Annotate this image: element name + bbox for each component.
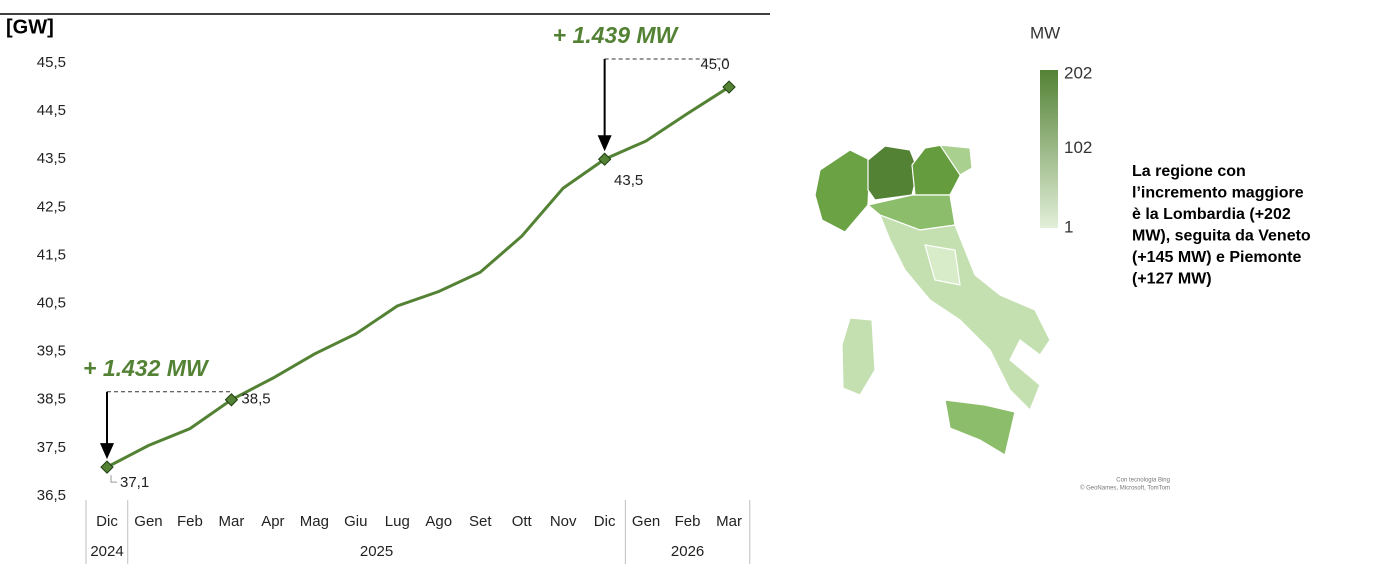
data-label: 45,0 — [700, 56, 729, 73]
y-tick-label: 39,5 — [37, 343, 66, 360]
region — [878, 213, 1051, 412]
y-tick-label: 36,5 — [37, 487, 66, 504]
marker — [100, 460, 114, 474]
data-label: 38,5 — [241, 391, 270, 408]
x-tick-label: Mar — [218, 513, 244, 530]
map-credit: Con tecnologia Bing — [1116, 478, 1170, 484]
x-tick-label: Ott — [512, 513, 533, 530]
unit-label: [GW] — [6, 16, 54, 38]
y-tick-label: 44,5 — [37, 102, 66, 119]
x-tick-label: Apr — [261, 513, 284, 530]
y-tick-label: 37,5 — [37, 439, 66, 456]
x-tick-label: Set — [469, 513, 492, 530]
legend-title: MW — [1030, 23, 1060, 42]
region — [944, 399, 1016, 456]
x-tick-label: Dic — [594, 513, 616, 530]
map-note: MW), seguita da Veneto — [1132, 228, 1311, 245]
region — [924, 244, 961, 286]
y-tick-label: 41,5 — [37, 246, 66, 263]
data-label: 43,5 — [614, 172, 643, 189]
region — [867, 145, 919, 201]
map-note: (+145 MW) e Piemonte — [1132, 249, 1301, 266]
annotation: + 1.439 MW — [553, 22, 680, 48]
y-tick-label: 43,5 — [37, 150, 66, 167]
x-tick-label: Gen — [134, 513, 162, 530]
map-note: l’incremento maggiore — [1132, 185, 1304, 202]
y-tick-label: 45,5 — [37, 54, 66, 71]
x-tick-label: Feb — [177, 513, 203, 530]
marker — [597, 152, 612, 166]
x-tick-label: Dic — [96, 513, 118, 530]
region — [938, 144, 973, 176]
italy-map — [814, 144, 1051, 456]
x-group-label: 2025 — [360, 543, 393, 560]
marker — [722, 80, 736, 94]
x-tick-label: Mar — [716, 513, 742, 530]
legend-tick-label: 202 — [1064, 63, 1092, 82]
marker — [224, 393, 239, 407]
map-credit: © GeoNames, Microsoft, TomTom — [1080, 485, 1170, 492]
map-note: è la Lombardia (+202 — [1132, 206, 1291, 223]
x-group-label: 2024 — [90, 543, 123, 560]
arrow-head — [597, 135, 612, 152]
x-tick-label: Ago — [425, 513, 452, 530]
legend-tick-label: 102 — [1064, 138, 1092, 157]
x-tick-label: Nov — [550, 513, 577, 530]
data-label: 37,1 — [120, 474, 149, 491]
region — [814, 149, 871, 233]
y-tick-label: 40,5 — [37, 295, 66, 312]
map-note: La regione con — [1132, 163, 1246, 180]
x-tick-label: Giu — [344, 513, 367, 530]
x-tick-label: Lug — [385, 513, 410, 530]
leader — [110, 475, 117, 483]
x-tick-label: Feb — [675, 513, 701, 530]
line — [106, 85, 730, 469]
legend-tick-label: 1 — [1064, 217, 1073, 236]
x-group-label: 2026 — [671, 543, 704, 560]
x-tick-label: Mag — [300, 513, 329, 530]
y-tick-label: 38,5 — [37, 391, 66, 408]
arrow-head — [100, 443, 114, 460]
y-tick-label: 42,5 — [37, 198, 66, 215]
annotation: + 1.432 MW — [83, 355, 210, 381]
region — [866, 194, 956, 231]
x-tick-label: Gen — [632, 513, 660, 530]
legend-bar — [1040, 70, 1058, 228]
map-note: (+127 MW) — [1132, 271, 1212, 288]
region — [841, 317, 876, 396]
